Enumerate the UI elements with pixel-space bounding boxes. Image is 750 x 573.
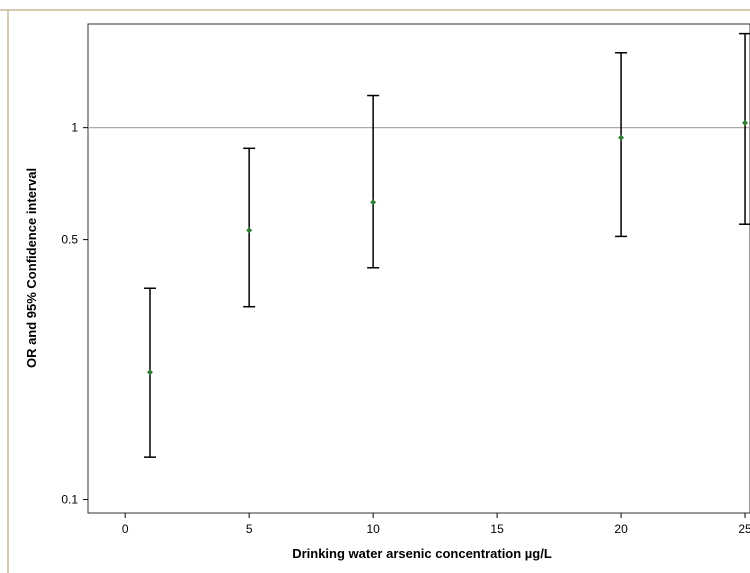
x-axis-title: Drinking water arsenic concentration µg/… bbox=[292, 546, 552, 561]
x-tick-label: 15 bbox=[490, 522, 504, 536]
data-point bbox=[146, 369, 153, 376]
y-axis: 0.1 0.5 1 bbox=[61, 121, 88, 507]
y-tick-label: 1 bbox=[71, 121, 78, 135]
x-tick-label: 0 bbox=[122, 522, 129, 536]
plot-area bbox=[87, 23, 750, 514]
x-tick-label: 20 bbox=[614, 522, 628, 536]
data-point bbox=[246, 227, 253, 234]
data-series bbox=[143, 32, 750, 458]
y-axis-title: OR and 95% Confidence interval bbox=[24, 168, 39, 368]
x-tick-label: 25 bbox=[738, 522, 750, 536]
x-tick-label: 10 bbox=[366, 522, 380, 536]
data-point bbox=[370, 199, 377, 206]
x-axis: 0 5 10 15 20 25 bbox=[122, 513, 750, 536]
y-tick-label: 0.5 bbox=[61, 233, 78, 247]
data-point bbox=[742, 119, 749, 126]
data-point bbox=[618, 134, 625, 141]
y-tick-label: 0.1 bbox=[61, 493, 78, 507]
x-tick-label: 5 bbox=[246, 522, 253, 536]
